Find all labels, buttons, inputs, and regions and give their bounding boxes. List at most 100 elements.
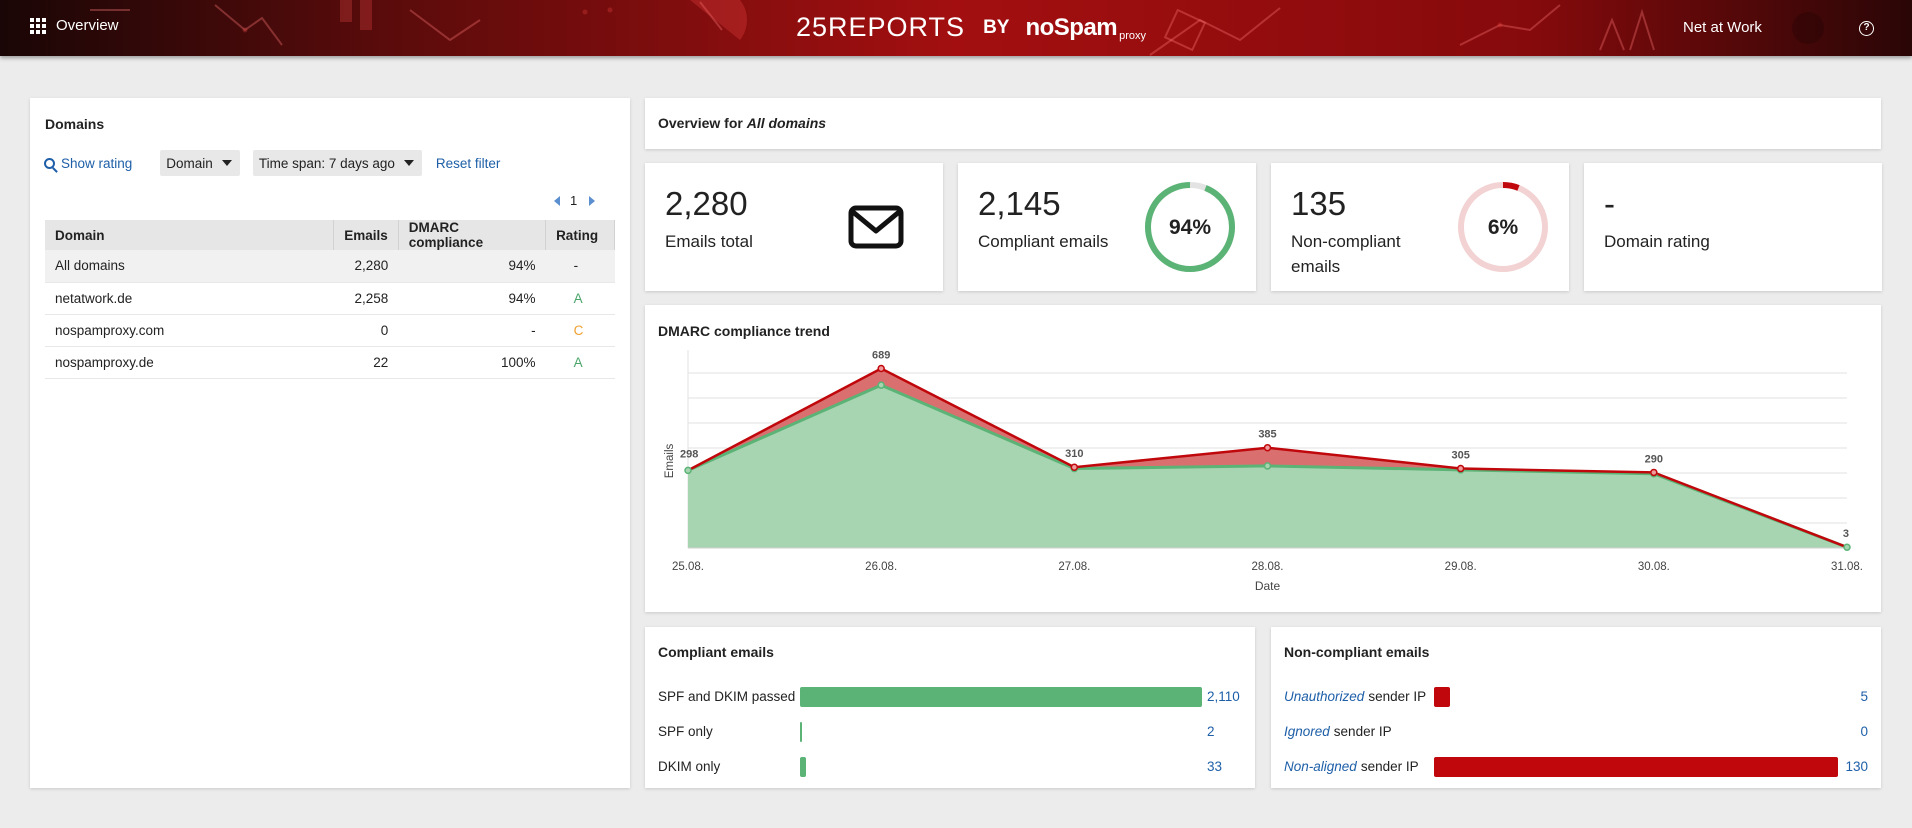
compliance-cell: 94% <box>398 282 546 315</box>
chevron-down-icon <box>403 160 414 166</box>
breakdown-value[interactable]: 2 <box>1207 724 1215 739</box>
data-label: 305 <box>1451 450 1469 462</box>
compliant-point <box>1843 543 1851 551</box>
kpi-label-line1: Non-compliant <box>1291 232 1401 251</box>
dmarc-trend-chart: 298 689 310 385 305 290 3 25.08. 26.08. 27.08. 28.… <box>664 349 1863 593</box>
filter-bar: Show rating Domain Time span: 7 days ago… <box>42 150 500 176</box>
breakdown-value[interactable]: 130 <box>1845 759 1868 774</box>
compliant-point <box>877 381 885 389</box>
x-tick-label: 26.08. <box>865 561 897 573</box>
table-header-row: Domain Emails DMARC compliance Rating <box>45 220 615 250</box>
breakdown-label: Unauthorized sender IP <box>1284 689 1426 704</box>
compliant-point <box>1263 462 1272 470</box>
breakdown-label: SPF and DKIM passed <box>658 689 796 704</box>
prev-page-icon[interactable] <box>554 195 560 206</box>
apps-grid-icon <box>30 17 46 34</box>
show-rating-label: Show rating <box>61 155 133 171</box>
data-label: 290 <box>1645 453 1663 465</box>
table-row[interactable]: nospamproxy.de 22 100% A <box>45 346 615 379</box>
compliant-percent-label: 94% <box>1169 216 1211 239</box>
column-header-emails[interactable]: Emails <box>333 220 399 250</box>
domain-cell: netatwork.de <box>45 282 334 315</box>
noncompliant-ring-arc <box>1458 182 1548 272</box>
overview-header: Overview for All domains <box>645 98 1881 149</box>
table-row[interactable]: All domains 2,280 94% - <box>45 250 615 283</box>
breakdown-value[interactable]: 33 <box>1207 759 1223 774</box>
overview-nav-button[interactable]: Overview <box>30 17 119 34</box>
pagination: 1 <box>554 193 596 208</box>
breakdown-label: SPF only <box>658 724 713 739</box>
breakdown-bar[interactable] <box>1434 687 1450 707</box>
breakdown-label: Ignored sender IP <box>1284 724 1392 739</box>
timespan-select[interactable]: Time span: 7 days ago <box>252 150 422 176</box>
emails-cell: 0 <box>333 314 399 347</box>
rating-cell: A <box>545 282 615 315</box>
data-label: 298 <box>680 448 698 460</box>
domains-table: Domain Emails DMARC compliance Rating Al… <box>45 220 615 379</box>
total-point <box>1070 463 1079 471</box>
overview-title: Overview for All domains <box>658 115 826 131</box>
column-header-dmarc-compliance[interactable]: DMARC compliance <box>398 220 547 250</box>
y-axis-title: Emails <box>664 444 676 479</box>
page-number: 1 <box>570 193 578 208</box>
logo-proxy: proxy <box>1119 29 1147 42</box>
help-circle-icon[interactable]: ? <box>1859 21 1874 36</box>
logo-by: BY <box>983 16 1010 38</box>
logo-nospam: noSpam <box>1025 13 1118 41</box>
total-point <box>1650 468 1658 477</box>
x-tick-label: 27.08. <box>1058 561 1090 573</box>
emails-cell: 2,280 <box>333 250 399 283</box>
column-header-domain[interactable]: Domain <box>45 220 335 250</box>
column-header-rating[interactable]: Rating <box>545 220 615 250</box>
x-axis-title: Date <box>1255 579 1281 593</box>
breakdown-bar[interactable] <box>1434 757 1838 777</box>
data-label: 689 <box>872 349 890 361</box>
breakdown-value[interactable]: 0 <box>1860 724 1868 739</box>
breakdown-bar[interactable] <box>800 757 807 777</box>
overview-title-prefix: Overview for <box>658 115 743 131</box>
rating-cell: A <box>545 346 615 379</box>
total-point <box>877 364 885 373</box>
app-logo: 25REPORTS BY noSpam proxy <box>796 12 1146 43</box>
domains-title: Domains <box>45 116 105 132</box>
show-rating-button[interactable]: Show rating <box>42 156 132 171</box>
emails-cell: 22 <box>333 346 399 379</box>
search-icon <box>44 157 55 169</box>
breakdown-label-rest: sender IP <box>1333 724 1392 739</box>
breakdown-label: Non-aligned sender IP <box>1284 759 1419 774</box>
chevron-down-icon <box>221 160 232 166</box>
breakdown-label-emphasis[interactable]: Unauthorized <box>1284 689 1365 704</box>
kpi-value: 135 <box>1291 185 1347 222</box>
kpi-label: Emails total <box>665 232 753 251</box>
breakdown-label-rest: sender IP <box>1368 689 1427 704</box>
compliant-point <box>684 466 692 475</box>
x-tick-label: 31.08. <box>1831 561 1863 573</box>
table-row[interactable]: netatwork.de 2,258 94% A <box>45 282 615 315</box>
kpi-domain-rating: - Domain rating <box>1584 163 1882 291</box>
breakdown-label-emphasis[interactable]: Ignored <box>1284 724 1330 739</box>
kpi-emails-total: 2,280 Emails total <box>645 163 943 291</box>
next-page-icon[interactable] <box>589 195 596 206</box>
reset-filter-link[interactable]: Reset filter <box>435 155 501 171</box>
user-name[interactable]: Net at Work <box>1683 19 1762 36</box>
overview-nav-label: Overview <box>56 17 119 34</box>
compliant-ring-arc <box>1145 182 1235 272</box>
breakdown-bar[interactable] <box>800 722 802 742</box>
kpi-label: Compliant emails <box>978 232 1109 251</box>
noncompliant-breakdown-panel: Non-compliant emails Unauthorized sender … <box>1271 627 1881 788</box>
breakdown-label-emphasis[interactable]: Non-aligned <box>1284 759 1357 774</box>
breakdown-bar[interactable] <box>800 687 1202 707</box>
x-tick-label: 29.08. <box>1445 561 1477 573</box>
noncompliant-percent-ring: 6% <box>1458 182 1548 272</box>
avatar[interactable] <box>1792 12 1824 44</box>
breakdown-value[interactable]: 5 <box>1860 689 1868 704</box>
domain-select-value: Domain <box>166 155 213 171</box>
kpi-compliant-emails: 2,145 Compliant emails 94% <box>958 163 1256 291</box>
breakdown-label-rest: sender IP <box>1360 759 1419 774</box>
breakdown-value[interactable]: 2,110 <box>1207 689 1240 704</box>
domain-cell: nospamproxy.de <box>45 346 334 379</box>
table-row[interactable]: nospamproxy.com 0 - C <box>45 314 615 347</box>
x-tick-label: 28.08. <box>1252 561 1284 573</box>
domains-panel: Domains Show rating Domain Time span: 7 … <box>30 98 630 788</box>
domain-select[interactable]: Domain <box>160 150 240 176</box>
